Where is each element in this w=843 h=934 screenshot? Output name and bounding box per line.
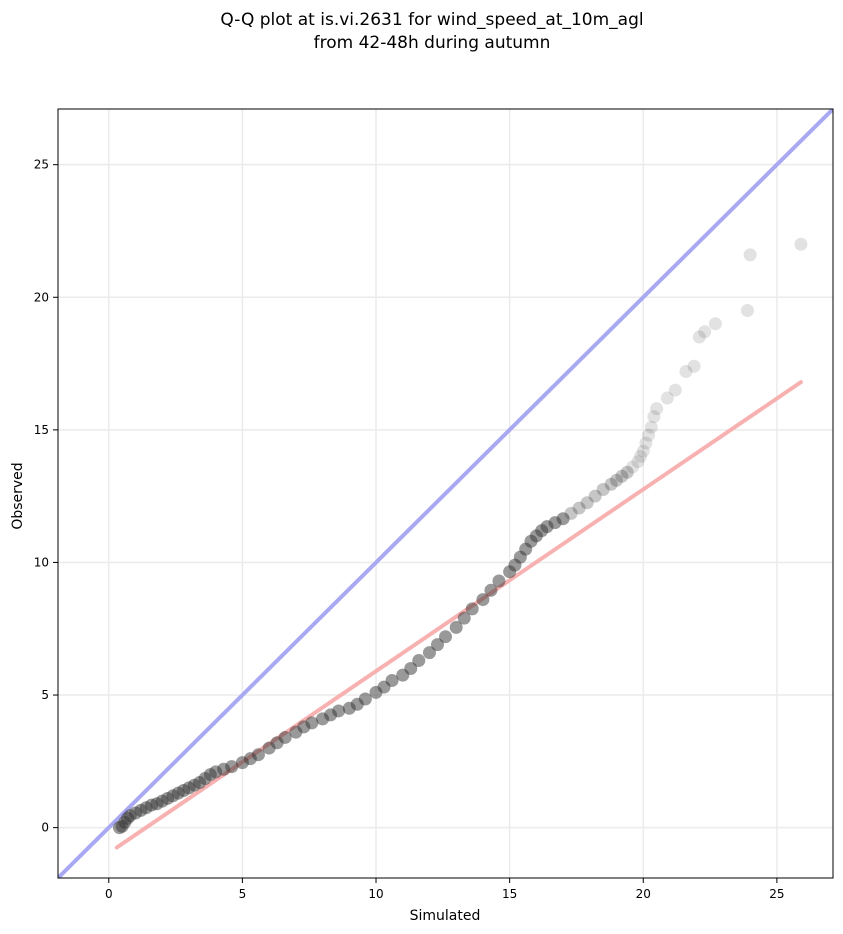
data-point bbox=[687, 359, 701, 373]
data-point bbox=[588, 489, 602, 503]
chart-title-line2: from 42-48h during autumn bbox=[314, 33, 551, 53]
data-point bbox=[404, 662, 418, 676]
data-point bbox=[572, 501, 586, 515]
data-point bbox=[615, 469, 629, 483]
data-point bbox=[639, 436, 653, 450]
data-point bbox=[679, 365, 693, 379]
data-point bbox=[449, 620, 463, 634]
x-tick-label: 25 bbox=[769, 887, 784, 901]
grid-lines bbox=[58, 109, 833, 878]
data-point bbox=[556, 512, 570, 526]
data-point bbox=[492, 574, 506, 588]
data-point bbox=[620, 465, 634, 479]
data-point bbox=[358, 692, 372, 706]
identity-line bbox=[58, 109, 833, 878]
data-point bbox=[476, 593, 490, 607]
x-tick-label: 10 bbox=[368, 887, 383, 901]
chart-title-line1: Q-Q plot at is.vi.2631 for wind_speed_at… bbox=[220, 10, 643, 30]
data-point bbox=[743, 248, 757, 262]
data-point bbox=[564, 506, 578, 520]
reference-lines bbox=[58, 109, 833, 878]
data-point bbox=[647, 410, 661, 424]
data-point bbox=[644, 420, 658, 434]
plot-frame bbox=[57, 108, 834, 879]
data-point bbox=[412, 654, 426, 668]
data-point bbox=[610, 473, 624, 487]
x-tick-label: 5 bbox=[239, 887, 247, 901]
y-axis-label: Observed bbox=[10, 462, 26, 529]
data-point bbox=[332, 704, 346, 718]
x-axis-ticks: 0 5 10 15 20 25 bbox=[105, 878, 785, 901]
data-point bbox=[698, 325, 712, 339]
data-point bbox=[642, 428, 656, 442]
data-point bbox=[740, 304, 754, 318]
data-point bbox=[305, 716, 319, 730]
y-axis-ticks: 0 5 10 15 20 25 bbox=[34, 158, 58, 835]
data-point bbox=[636, 444, 650, 458]
data-point bbox=[626, 460, 640, 474]
y-tick-label: 5 bbox=[41, 688, 49, 702]
x-tick-label: 20 bbox=[636, 887, 651, 901]
data-point bbox=[580, 496, 594, 510]
x-axis-label: Simulated bbox=[410, 908, 481, 924]
data-point bbox=[465, 602, 479, 616]
data-point bbox=[278, 730, 292, 744]
data-point bbox=[692, 330, 706, 344]
x-tick-label: 0 bbox=[105, 887, 113, 901]
data-point bbox=[457, 611, 471, 625]
y-tick-label: 15 bbox=[34, 423, 49, 437]
data-point bbox=[430, 638, 444, 652]
data-point bbox=[668, 383, 682, 397]
data-point bbox=[225, 760, 239, 774]
data-point bbox=[251, 748, 265, 762]
y-tick-label: 25 bbox=[34, 158, 49, 172]
data-point bbox=[422, 646, 436, 660]
data-point bbox=[439, 630, 452, 644]
y-tick-label: 20 bbox=[34, 290, 49, 304]
data-point bbox=[650, 402, 664, 416]
data-point bbox=[708, 317, 722, 331]
data-point bbox=[385, 673, 399, 687]
data-point bbox=[596, 483, 610, 497]
data-point bbox=[631, 455, 645, 469]
data-point bbox=[604, 477, 618, 491]
data-point bbox=[794, 237, 808, 251]
data-point bbox=[634, 449, 648, 463]
data-points bbox=[112, 237, 808, 835]
y-tick-label: 0 bbox=[41, 821, 49, 835]
data-point bbox=[660, 391, 674, 405]
x-tick-label: 15 bbox=[502, 887, 517, 901]
data-point bbox=[484, 583, 498, 597]
y-tick-label: 10 bbox=[34, 555, 49, 569]
